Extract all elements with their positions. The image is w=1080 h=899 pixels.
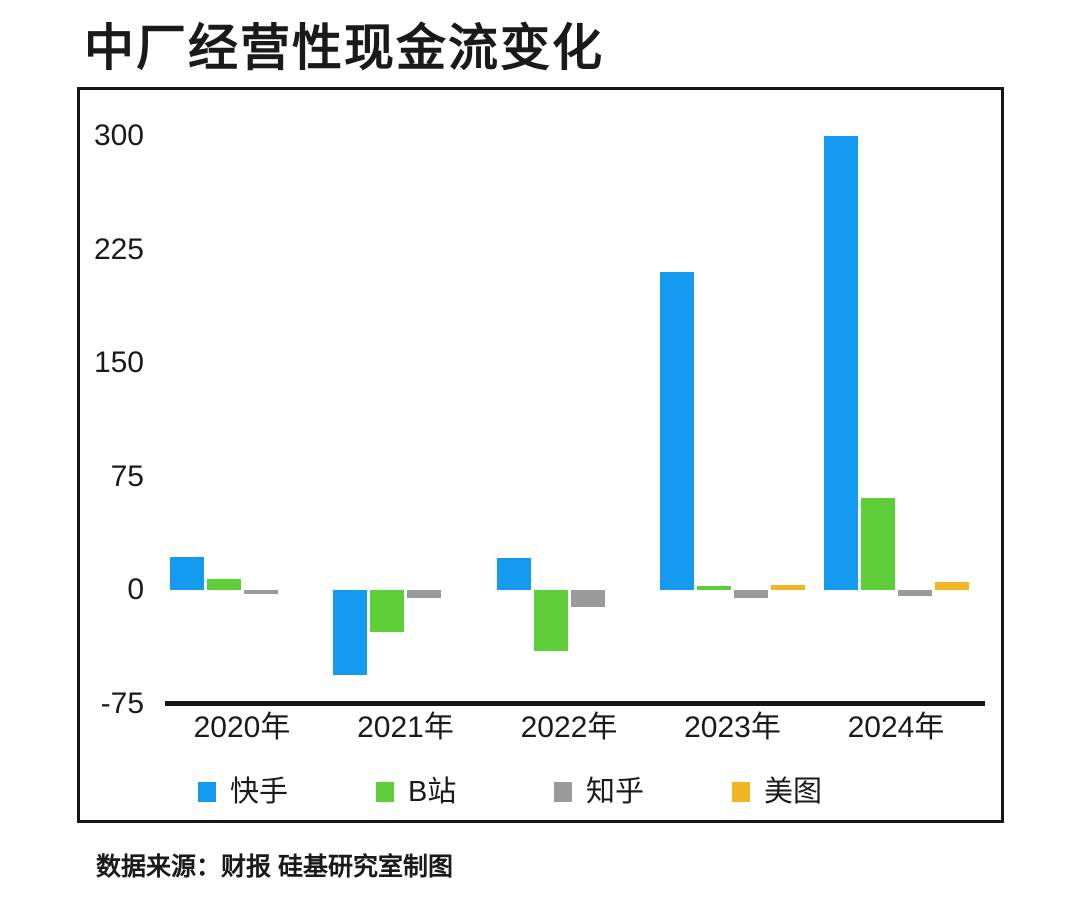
bar-美图-2024年 [934, 582, 969, 590]
bar-B站-2023年 [697, 586, 731, 590]
bar-快手-2022年 [496, 558, 531, 590]
legend-swatch-icon [198, 782, 216, 802]
bar-B站-2020年 [206, 579, 241, 590]
legend-item-B站: B站 [376, 777, 456, 807]
chart-panel: 300 225 150 75 0 -75 2020年 2021年 2022年 2023年 2024… [77, 87, 1004, 823]
bar-知乎-2022年 [570, 590, 605, 607]
legend-label: 快手 [230, 776, 289, 808]
x-tick-label: 2021年 [357, 711, 454, 744]
y-tick-label: 300 [93, 119, 144, 152]
x-tick-label: 2020年 [193, 711, 291, 744]
y-tick-label: 150 [93, 346, 144, 379]
x-tick-label: 2022年 [520, 711, 618, 744]
bar-快手-2020年 [169, 556, 204, 590]
y-tick-label: 75 [110, 459, 144, 493]
legend-swatch-icon [376, 782, 394, 802]
legend-item-快手: 快手 [198, 777, 288, 807]
legend-label: 美图 [764, 776, 823, 808]
bar-快手-2024年 [823, 136, 858, 590]
y-tick-label: 0 [127, 573, 144, 606]
legend-item-美图: 美图 [732, 777, 822, 807]
bar-知乎-2023年 [734, 590, 768, 598]
legend-swatch-icon [732, 782, 750, 802]
plot-area: 300 225 150 75 0 -75 2020年 2021年 2022年 2023年 2024… [80, 90, 1001, 820]
x-tick-label: 2023年 [684, 711, 781, 744]
bar-B站-2021年 [370, 590, 404, 633]
legend-label: 知乎 [586, 776, 645, 808]
y-tick-label: 225 [93, 232, 144, 266]
bar-知乎-2024年 [897, 590, 932, 597]
legend-swatch-icon [554, 782, 572, 802]
source-note: 数据来源：财报 硅基研究室制图 [96, 853, 453, 881]
bar-知乎-2020年 [243, 590, 278, 594]
page-title: 中厂经营性现金流变化 [84, 20, 604, 76]
x-tick-label: 2024年 [847, 711, 945, 744]
legend-item-知乎: 知乎 [554, 777, 644, 807]
legend-label: B站 [408, 776, 457, 808]
bar-知乎-2021年 [407, 590, 441, 598]
bar-快手-2021年 [333, 590, 367, 675]
x-axis-line [165, 701, 985, 706]
bar-快手-2023年 [660, 272, 694, 590]
bar-B站-2024年 [860, 497, 895, 590]
y-tick-label: -75 [100, 686, 144, 720]
bar-美图-2023年 [771, 585, 805, 590]
bar-B站-2022年 [533, 590, 568, 651]
